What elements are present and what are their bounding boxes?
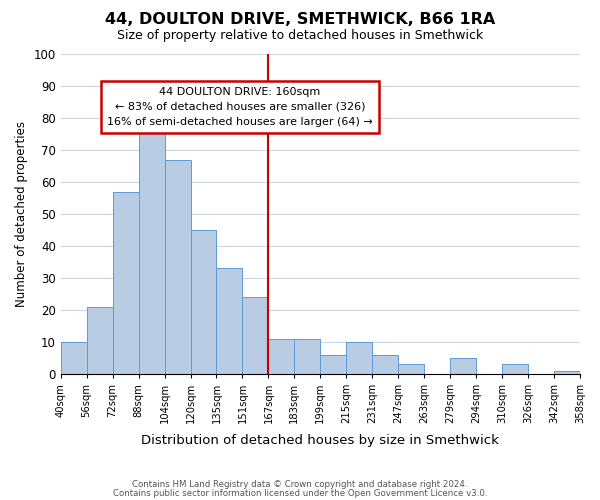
Text: Contains public sector information licensed under the Open Government Licence v3: Contains public sector information licen… bbox=[113, 489, 487, 498]
Text: 44, DOULTON DRIVE, SMETHWICK, B66 1RA: 44, DOULTON DRIVE, SMETHWICK, B66 1RA bbox=[105, 12, 495, 28]
Bar bbox=[191, 230, 217, 374]
Y-axis label: Number of detached properties: Number of detached properties bbox=[15, 121, 28, 307]
Bar bbox=[320, 355, 346, 374]
X-axis label: Distribution of detached houses by size in Smethwick: Distribution of detached houses by size … bbox=[142, 434, 499, 448]
Bar bbox=[61, 342, 86, 374]
Bar bbox=[372, 355, 398, 374]
Text: Size of property relative to detached houses in Smethwick: Size of property relative to detached ho… bbox=[117, 29, 483, 42]
Bar bbox=[398, 364, 424, 374]
Text: 44 DOULTON DRIVE: 160sqm
← 83% of detached houses are smaller (326)
16% of semi-: 44 DOULTON DRIVE: 160sqm ← 83% of detach… bbox=[107, 87, 373, 126]
Bar bbox=[113, 192, 139, 374]
Bar bbox=[139, 115, 164, 374]
Bar bbox=[295, 339, 320, 374]
Bar bbox=[268, 339, 295, 374]
Bar bbox=[164, 160, 191, 374]
Bar bbox=[217, 268, 242, 374]
Bar bbox=[554, 371, 580, 374]
Bar bbox=[502, 364, 528, 374]
Bar bbox=[346, 342, 372, 374]
Bar bbox=[450, 358, 476, 374]
Bar bbox=[242, 297, 268, 374]
Bar bbox=[86, 307, 113, 374]
Text: Contains HM Land Registry data © Crown copyright and database right 2024.: Contains HM Land Registry data © Crown c… bbox=[132, 480, 468, 489]
